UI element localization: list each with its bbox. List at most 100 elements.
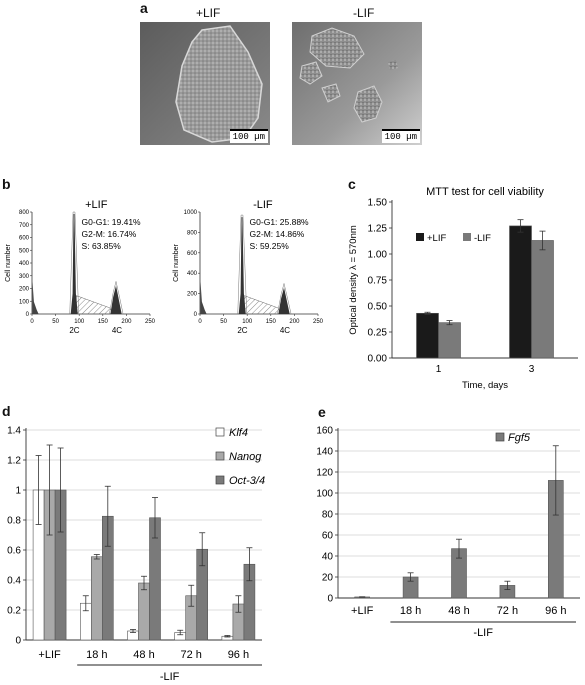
histogram-y-tick-label: 200 [19,287,30,293]
y-tick-label: 1.4 [7,426,21,437]
histogram-x-tick-label: 200 [121,319,132,325]
legend-label: Oct-3/4 [229,475,265,487]
histogram-s-phase [244,295,282,315]
histogram-g2-outline [277,283,292,315]
category-label: 72 h [497,605,518,617]
histogram-x-tick-label: 150 [98,319,109,325]
legend-label: Nanog [229,451,262,463]
histogram-x-tick-label: 100 [74,319,85,325]
panel-c-letter: c [348,176,356,192]
histogram-y-tick-label: 800 [19,210,30,216]
histogram-x-tick-label: 200 [289,319,300,325]
histogram-y-tick-label: 0 [26,312,30,318]
legend-swatch [463,233,471,241]
y-tick-label: 0.75 [368,276,388,287]
x-axis-label: Time, days [462,380,508,391]
category-label: 18 h [86,649,107,661]
histogram-debris [32,281,39,314]
histogram-s-phase [76,295,114,315]
panel-d-letter: d [2,403,11,419]
y-tick-label: 160 [316,426,333,437]
legend-swatch [215,451,225,461]
histogram-y-tick-label: 400 [19,261,30,267]
micrograph-plus-lif-label: +LIF [196,6,221,20]
histogram-x-tick-label: 250 [145,319,156,325]
legend-label: Fgf5 [508,432,531,444]
histogram-title: +LIF [85,199,108,211]
mtt-chart: 0.00 0.25 0.50 0.75 1.00 1.25 1.50 1 3 MTT test f… [348,186,578,391]
histogram-x-tick-label: 250 [313,319,324,325]
histogram-y-tick-label: 200 [187,292,198,298]
y-tick-label: 1.25 [368,224,388,235]
histogram-y-tick-label: 600 [19,236,30,242]
y-tick-label: 20 [322,573,334,584]
bar-nanog [138,582,150,641]
histogram-plus-lif: 0 100 200 300 400 500 600 700 800 0 50 100 150 200 250… [5,199,156,335]
y-tick-label: 1 [15,486,21,497]
histogram-y-tick-label: 800 [187,230,198,236]
y-tick-label: 1.50 [368,198,388,209]
legend-label: Klf4 [229,427,248,439]
bar--lif [438,322,461,359]
y-tick-label: 1.00 [368,250,388,261]
y-tick-label: 80 [322,510,334,521]
bar--lif [531,240,554,359]
y-tick-label: 0 [15,636,21,647]
histogram-g0g1: G0-G1: 25.88% [250,217,310,227]
histogram-2c-label: 2C [69,326,79,335]
legend-label: -LIF [474,233,491,244]
histogram-y-tick-label: 700 [19,223,30,229]
y-tick-label: 40 [322,552,334,563]
y-tick-label: 100 [316,489,333,500]
histogram-y-tick-label: 500 [19,248,30,254]
category-label: 96 h [545,605,566,617]
category-label: +LIF [38,649,61,661]
group-label: -LIF [473,627,493,639]
legend-swatch [416,233,424,241]
y-tick-label: 140 [316,447,333,458]
histogram-y-tick-label: 0 [194,312,198,318]
category-label: 18 h [400,605,421,617]
group-label: -LIF [160,671,180,683]
category-label: 72 h [180,649,201,661]
bar--lif [509,225,532,359]
y-tick-label: 0.50 [368,302,388,313]
bar--lif [416,312,439,359]
histogram-y-label: Cell number [5,243,12,281]
y-tick-label: 1.2 [7,456,21,467]
histogram-title: -LIF [253,199,273,211]
category-label: 1 [436,364,442,375]
histogram-s: S: 59.25% [250,241,290,251]
panel-e-letter: e [318,404,326,420]
histogram-y-tick-label: 1000 [184,210,198,216]
legend-swatch [215,427,225,437]
panel-b-letter: b [2,176,11,192]
histogram-4c-label: 4C [280,326,290,335]
y-tick-label: 0 [327,594,333,605]
histogram-y-tick-label: 100 [19,299,30,305]
y-tick-label: 0.4 [7,576,21,587]
histogram-debris [200,281,207,314]
category-label: +LIF [351,605,374,617]
y-tick-label: 120 [316,468,333,479]
y-tick-label: 0.00 [368,354,388,365]
micrograph-minus-lif-label: -LIF [353,6,375,20]
histogram-g2-outline [109,281,124,315]
gene-expression-chart: 0 0.2 0.4 0.6 0.8 1 1.2 1.4 +LIF 18 h 48 h 72 h 96 h… [7,426,265,684]
histogram-g2-peak [110,285,122,314]
y-tick-label: 0.2 [7,606,21,617]
y-tick-label: 0.25 [368,328,388,339]
y-tick-label: 0.6 [7,546,21,557]
scale-bar-minus-lif: 100 µm [381,129,420,143]
histogram-y-label: Cell number [173,243,180,281]
histogram-y-tick-label: 300 [19,274,30,280]
chart-title: MTT test for cell viability [426,186,544,198]
histogram-g1-peak [70,214,78,314]
histogram-x-tick-label: 100 [242,319,253,325]
histogram-g1-outline [69,211,79,315]
histogram-s: S: 63.85% [82,241,122,251]
legend-swatch [215,475,225,485]
category-label: 3 [529,364,535,375]
category-label: 96 h [228,649,249,661]
